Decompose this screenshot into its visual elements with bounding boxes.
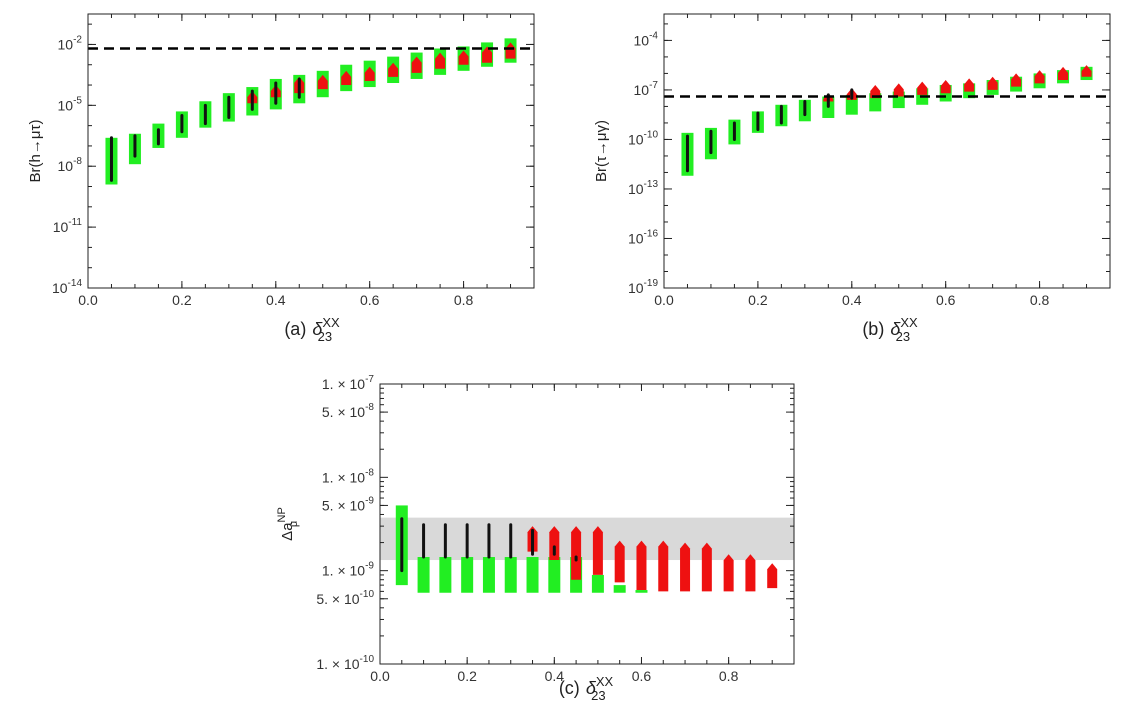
b-x-tick-label: 0.4	[842, 292, 862, 308]
c-green-bar	[439, 557, 452, 593]
c-y-tick-label: 1. × 10-9	[322, 561, 375, 579]
c-y-axis-label: ΔaNPμ	[276, 507, 300, 541]
c-red-bar	[658, 540, 669, 592]
c-red-bar	[680, 542, 691, 592]
b-y-tick-label: 10-19	[628, 278, 658, 296]
c-band-layer	[380, 517, 794, 561]
a-red-bar	[317, 74, 328, 90]
panel-c: 0.0 0.2 0.4 0.6 0.8 1. × 10-7 5. × 10-8 1. × 10…	[276, 374, 795, 703]
a-red-bar	[411, 56, 422, 73]
c-red-bar	[723, 554, 734, 592]
b-y-tick-label: 10-13	[628, 179, 658, 197]
c-experimental-band	[380, 517, 794, 561]
a-plot-frame	[87, 13, 535, 289]
c-axes-layer: 0.0 0.2 0.4 0.6 0.8 1. × 10-7 5. × 10-8 1. × 10…	[316, 374, 794, 684]
a-x-tick-label: 0.2	[172, 292, 192, 308]
c-x-tick-label: 0.6	[632, 668, 652, 684]
b-red-bar	[1011, 73, 1022, 87]
c-green-bar	[417, 557, 430, 593]
a-marks-layer	[88, 38, 534, 185]
a-red-bar	[435, 52, 446, 69]
b-red-bar	[1081, 65, 1092, 77]
b-red-bar	[870, 84, 881, 99]
a-x-tick-label: 0.6	[360, 292, 380, 308]
b-red-bar	[1058, 66, 1069, 81]
c-green-bar	[504, 557, 517, 593]
b-red-bar	[1034, 70, 1045, 84]
b-red-bar	[917, 81, 928, 95]
c-red-bar	[571, 526, 582, 580]
c-green-bar	[548, 557, 561, 593]
c-red-bar	[745, 554, 756, 592]
c-x-tick-label: 0.8	[719, 668, 739, 684]
c-y-tick-label: 5. × 10-9	[322, 495, 375, 513]
b-x-tick-label: 0.2	[748, 292, 768, 308]
c-green-bar	[482, 557, 495, 593]
a-y-tick-label: 10-5	[58, 95, 83, 113]
c-x-tick-label: 0.4	[545, 668, 565, 684]
c-plot-frame	[379, 383, 795, 665]
b-red-bar	[893, 83, 904, 97]
c-green-bar	[591, 574, 604, 593]
b-y-tick-label: 10-7	[634, 80, 659, 98]
a-y-axis-label: Br(h→μτ)	[27, 120, 44, 183]
a-y-tick-label: 10-11	[53, 217, 83, 235]
b-y-tick-label: 10-16	[628, 228, 658, 246]
b-x-tick-label: 0.8	[1030, 292, 1050, 308]
b-y-tick-label: 10-4	[634, 30, 659, 48]
c-green-bar	[613, 585, 626, 593]
c-y-tick-label: 5. × 10-10	[316, 589, 374, 607]
c-y-tick-label: 1. × 10-8	[322, 467, 375, 485]
c-red-bar	[549, 526, 560, 561]
b-x-tick-label: 0.0	[654, 292, 674, 308]
a-red-bar	[364, 66, 375, 81]
b-red-bar	[940, 80, 951, 94]
b-marks-layer	[664, 65, 1110, 176]
b-plot-frame	[663, 13, 1111, 289]
b-red-bar	[964, 78, 975, 92]
c-y-tick-label: 1. × 10-7	[322, 374, 375, 392]
c-red-bar	[767, 563, 778, 589]
a-y-tick-label: 10-14	[52, 278, 82, 296]
panel-b: 0.0 0.2 0.4 0.6 0.8 10-4 10-7 10-10 10-13 10-16 10…	[593, 13, 1111, 344]
a-red-bar	[341, 70, 352, 86]
b-axes-layer: 0.0 0.2 0.4 0.6 0.8 10-4 10-7 10-10 10-13 10-16 10…	[628, 14, 1110, 308]
a-x-tick-label: 0.8	[454, 292, 474, 308]
b-x-tick-label: 0.6	[936, 292, 956, 308]
a-red-bar	[505, 42, 516, 59]
c-green-bar	[461, 557, 474, 593]
c-red-bar	[701, 542, 712, 592]
a-x-tick-label: 0.0	[78, 292, 98, 308]
b-x-axis-label: (b) δXX 23	[862, 315, 918, 344]
a-y-tick-label: 10-8	[58, 156, 83, 174]
c-y-tick-label: 1. × 10-10	[316, 654, 374, 672]
a-red-bar	[482, 46, 493, 63]
a-y-tick-label: 10-2	[58, 34, 83, 52]
a-axes-layer: 0.0 0.2 0.4 0.6 0.8 10-2 10-5 10-8 10-11 10-14	[52, 14, 534, 308]
panel-a: 0.0 0.2 0.4 0.6 0.8 10-2 10-5 10-8 10-11 10-14 Br…	[27, 13, 535, 344]
c-red-bar	[592, 526, 603, 575]
c-y-tick-label: 5. × 10-8	[322, 402, 375, 420]
c-red-bar	[614, 540, 625, 583]
b-y-tick-label: 10-10	[628, 129, 658, 147]
c-x-axis-label: (c) δXX 23	[559, 674, 614, 703]
a-red-bar	[458, 50, 469, 65]
a-x-tick-label: 0.4	[266, 292, 286, 308]
c-x-tick-label: 0.0	[370, 668, 390, 684]
c-red-bar	[636, 540, 647, 591]
a-red-bar	[388, 62, 399, 77]
b-y-axis-label: Br(τ→μγ)	[593, 120, 610, 182]
c-marks-layer	[395, 505, 778, 593]
c-green-bar	[526, 557, 539, 593]
c-x-tick-label: 0.2	[457, 668, 477, 684]
a-x-axis-label: (a) δXX 23	[284, 315, 340, 344]
b-red-bar	[987, 76, 998, 90]
c-green-bar	[635, 590, 648, 593]
